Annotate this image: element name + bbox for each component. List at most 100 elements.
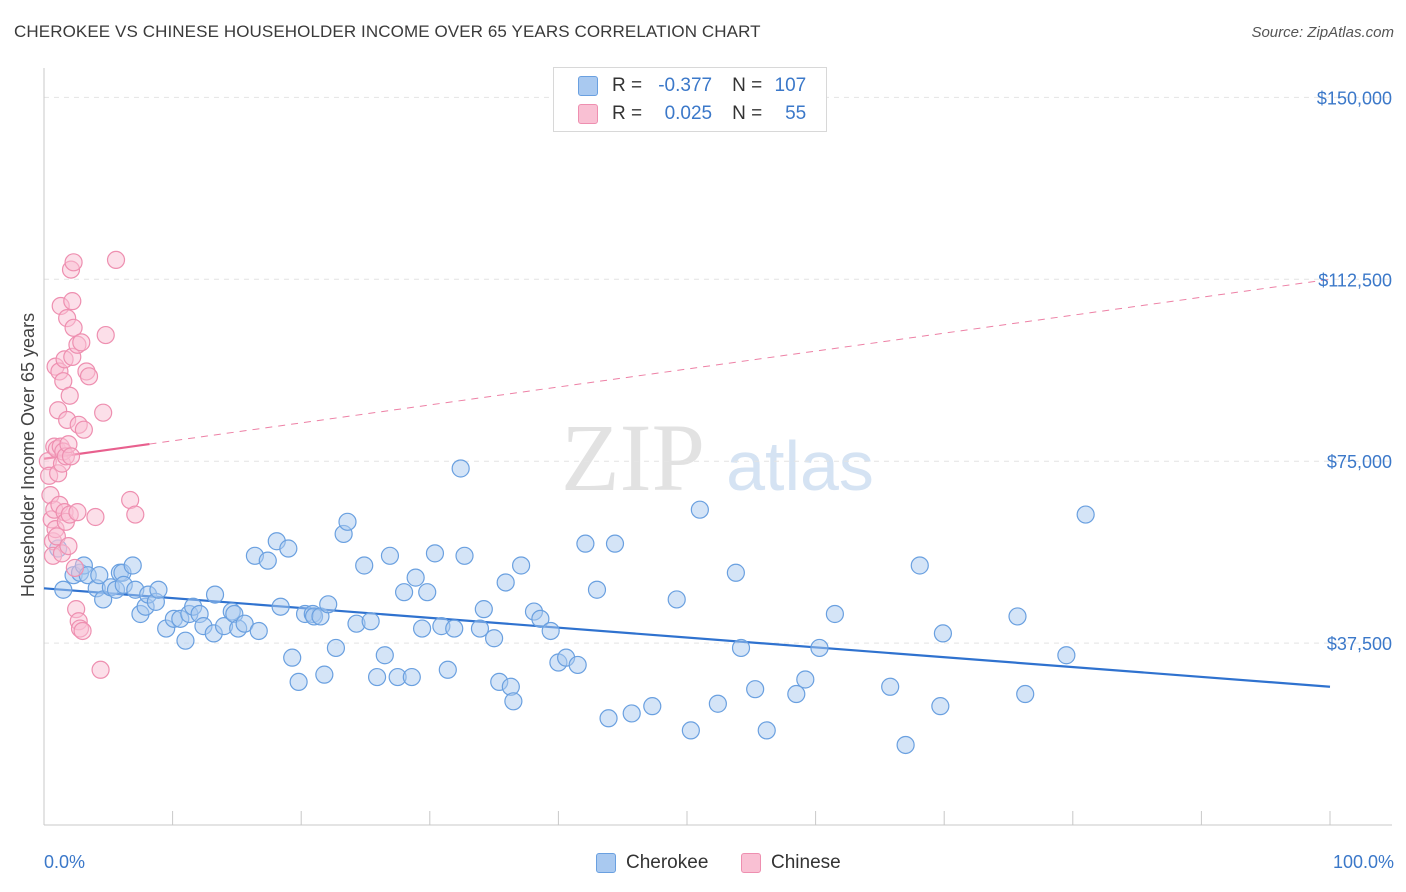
data-point-cherokee: [587, 580, 607, 599]
data-point-chinese: [64, 318, 83, 337]
data-point-chinese: [79, 367, 99, 386]
legend-r-label: R =: [612, 75, 643, 96]
legend-label-cherokee: Cherokee: [626, 852, 709, 873]
legend-label-chinese: Chinese: [771, 852, 841, 873]
data-point-cherokee: [708, 694, 727, 713]
data-point-cherokee: [289, 672, 308, 692]
legend-n-label: N =: [732, 75, 763, 96]
trend-line-cherokee: [43, 587, 1331, 688]
data-point-chinese: [96, 325, 115, 345]
data-point-cherokee: [394, 583, 414, 602]
data-point-cherokee: [787, 684, 806, 704]
legend-item-cherokee[interactable]: Cherokee: [596, 852, 708, 874]
data-point-cherokee: [746, 680, 765, 699]
data-point-cherokee: [279, 539, 298, 558]
data-point-cherokee: [283, 648, 302, 667]
legend-r-value: 0.025: [664, 103, 713, 124]
data-point-cherokee: [485, 629, 504, 648]
data-point-cherokee: [451, 459, 470, 478]
series-legend: Cherokee Chinese: [0, 850, 1406, 880]
data-point-cherokee: [667, 590, 686, 609]
legend-n-value: 55: [785, 103, 807, 124]
data-point-cherokee: [474, 600, 493, 619]
data-point-cherokee: [1076, 505, 1095, 524]
data-point-chinese: [106, 250, 126, 269]
watermark-atlas: atlas: [726, 427, 874, 505]
data-point-cherokee: [757, 721, 776, 740]
legend-row-cherokee: R = -0.377 N = 107: [578, 72, 806, 100]
y-tick-label: $150,000: [1317, 88, 1392, 108]
data-point-cherokee: [933, 624, 953, 643]
data-point-chinese: [86, 507, 105, 527]
legend-item-chinese[interactable]: Chinese: [741, 852, 841, 874]
data-point-cherokee: [375, 646, 394, 665]
data-point-cherokee: [512, 556, 531, 575]
data-point-cherokee: [412, 619, 432, 638]
y-axis-title: Householder Income Over 65 years: [18, 313, 38, 597]
data-point-chinese: [126, 505, 145, 524]
data-point-chinese: [59, 536, 78, 556]
data-point-cherokee: [315, 665, 334, 684]
data-point-cherokee: [123, 556, 142, 575]
data-point-cherokee: [319, 595, 338, 614]
y-tick-label: $75,000: [1327, 452, 1392, 472]
data-point-cherokee: [622, 704, 641, 723]
data-point-cherokee: [931, 697, 950, 716]
data-point-cherokee: [726, 563, 745, 582]
data-point-cherokee: [402, 667, 421, 687]
data-point-cherokee: [455, 546, 474, 565]
correlation-legend: R = -0.377 N = 107 R = 0.025 N = 55: [553, 67, 827, 132]
legend-n-label: N =: [732, 103, 763, 124]
legend-r-label: R =: [612, 103, 643, 124]
data-point-cherokee: [541, 621, 560, 641]
data-point-cherokee: [361, 612, 380, 631]
watermark: ZIP atlas: [561, 404, 874, 511]
data-point-cherokee: [367, 667, 387, 687]
watermark-zip: ZIP: [561, 404, 705, 511]
data-point-chinese: [68, 503, 87, 522]
data-point-cherokee: [1057, 646, 1076, 665]
data-point-cherokee: [810, 638, 829, 658]
data-point-cherokee: [896, 735, 915, 755]
data-point-cherokee: [54, 580, 73, 599]
y-tick-label: $37,500: [1327, 634, 1392, 654]
data-point-chinese: [60, 386, 79, 405]
data-point-cherokee: [796, 670, 815, 689]
legend-swatch-chinese: [578, 104, 598, 124]
data-point-cherokee: [470, 619, 490, 638]
data-point-chinese: [94, 403, 113, 422]
data-point-cherokee: [504, 692, 523, 711]
legend-swatch-chinese: [741, 853, 761, 873]
legend-swatch-cherokee: [578, 76, 598, 96]
data-point-cherokee: [643, 697, 662, 716]
data-point-chinese: [47, 527, 66, 546]
data-point-cherokee: [205, 585, 225, 604]
data-point-cherokee: [425, 544, 445, 563]
data-point-cherokee: [910, 556, 929, 575]
data-point-cherokee: [380, 546, 400, 565]
data-point-chinese: [64, 253, 83, 272]
data-point-cherokee: [445, 619, 464, 638]
data-point-cherokee: [338, 512, 357, 531]
data-point-cherokee: [90, 566, 109, 585]
data-point-chinese: [73, 621, 92, 641]
legend-r-value: -0.377: [658, 75, 713, 96]
data-point-cherokee: [599, 709, 618, 728]
data-point-cherokee: [825, 604, 844, 624]
data-point-cherokee: [576, 534, 595, 553]
data-point-cherokee: [690, 500, 709, 519]
x-axis-min-label: 0.0%: [44, 852, 86, 872]
y-tick-label: $112,500: [1318, 270, 1392, 290]
legend-swatch-cherokee: [596, 853, 616, 873]
data-point-cherokee: [326, 638, 346, 658]
data-point-cherokee: [355, 556, 374, 575]
legend-n-value: 107: [774, 75, 807, 96]
data-point-cherokee: [258, 551, 277, 570]
data-point-cherokee: [249, 621, 268, 641]
data-point-cherokee: [149, 580, 168, 599]
data-point-cherokee: [568, 655, 587, 675]
source-label: Source: ZipAtlas.com: [1251, 24, 1394, 41]
chart-title: CHEROKEE VS CHINESE HOUSEHOLDER INCOME O…: [14, 22, 761, 41]
data-point-cherokee: [496, 573, 515, 592]
data-point-chinese: [65, 558, 84, 578]
